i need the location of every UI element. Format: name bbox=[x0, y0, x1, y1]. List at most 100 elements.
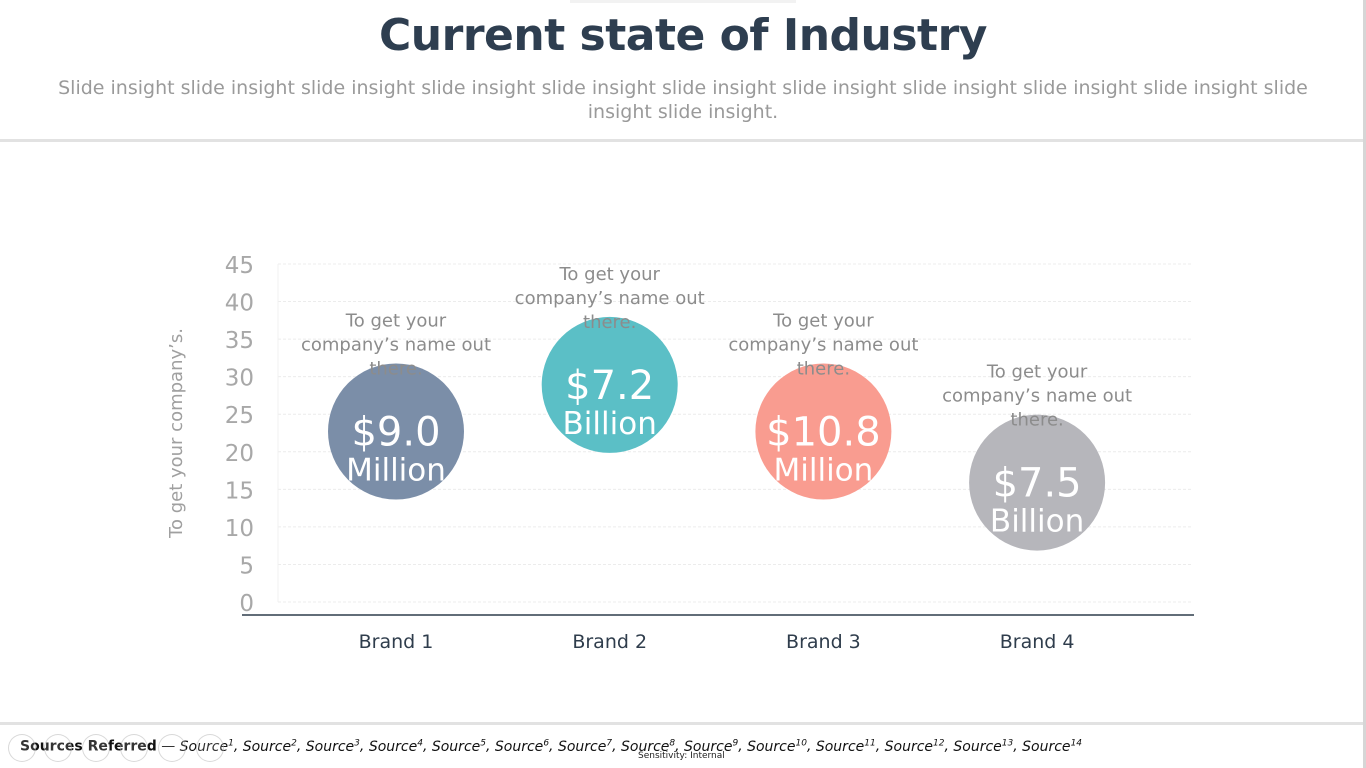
source-separator: , bbox=[233, 738, 243, 755]
annotation-line: there. bbox=[369, 358, 422, 379]
source-separator: , bbox=[675, 738, 685, 755]
bubble-value-label: $7.2 bbox=[565, 363, 654, 409]
annotation-line: To get your bbox=[772, 310, 874, 331]
source-item: Source12 bbox=[884, 738, 945, 755]
source-number: 5 bbox=[480, 738, 486, 748]
pen-icon[interactable] bbox=[82, 734, 110, 762]
source-number: 7 bbox=[606, 738, 613, 748]
source-name: Source bbox=[747, 738, 796, 755]
y-axis-label: To get your company’s. bbox=[166, 328, 187, 539]
source-number: 10 bbox=[795, 738, 807, 748]
header-divider bbox=[0, 139, 1366, 142]
page-title: Current state of Industry bbox=[379, 10, 987, 61]
sources-list: Source1, Source2, Source3, Source4, Sour… bbox=[180, 738, 1083, 755]
bubble-value-label: $7.5 bbox=[993, 461, 1082, 507]
y-tick-label: 20 bbox=[225, 441, 254, 467]
forward-icon[interactable] bbox=[44, 734, 72, 762]
bubble-circle bbox=[541, 316, 678, 453]
slide-edge bbox=[1363, 0, 1366, 768]
source-name: Source bbox=[684, 738, 733, 755]
more-icon[interactable] bbox=[196, 734, 224, 762]
y-tick-label: 0 bbox=[239, 591, 254, 617]
bubble-circle bbox=[755, 363, 892, 500]
source-name: Source bbox=[884, 738, 934, 755]
y-tick-label: 40 bbox=[225, 291, 254, 317]
source-number: 14 bbox=[1070, 738, 1083, 748]
source-item: Source5 bbox=[431, 738, 486, 755]
annotation-line: there. bbox=[797, 358, 850, 379]
x-category-label: Brand 3 bbox=[786, 631, 861, 653]
source-name: Source bbox=[242, 738, 292, 755]
source-item: Source2 bbox=[242, 738, 297, 755]
x-axis-categories: Brand 1 Brand 2 Brand 3 Brand 4 bbox=[359, 631, 1075, 653]
bubble-unit-label: Billion bbox=[563, 406, 657, 442]
source-separator: , bbox=[806, 738, 816, 755]
source-number: 9 bbox=[732, 738, 739, 748]
bubble-value-label: $9.0 bbox=[351, 409, 440, 455]
source-item: Source9 bbox=[684, 738, 739, 755]
y-tick-label: 30 bbox=[225, 366, 254, 392]
x-category-label: Brand 4 bbox=[1000, 631, 1075, 653]
source-item: Source7 bbox=[557, 738, 613, 755]
zoom-icon[interactable] bbox=[158, 734, 186, 762]
source-number: 4 bbox=[417, 738, 423, 748]
source-name: Source bbox=[431, 738, 481, 755]
source-number: 3 bbox=[354, 738, 360, 748]
source-item: Source4 bbox=[368, 738, 423, 755]
y-tick-label: 35 bbox=[225, 328, 254, 354]
source-separator: , bbox=[738, 738, 748, 755]
y-tick-label: 10 bbox=[225, 516, 254, 542]
bubble-unit-label: Billion bbox=[990, 504, 1084, 540]
footer-divider bbox=[0, 722, 1366, 725]
annotation-line: To get your bbox=[558, 264, 660, 285]
source-number: 11 bbox=[864, 738, 876, 748]
source-number: 8 bbox=[669, 738, 676, 748]
source-item: Source3 bbox=[305, 738, 360, 755]
source-item: Source13 bbox=[953, 738, 1013, 755]
source-separator: , bbox=[1013, 738, 1023, 755]
bubble-annotation: To get your company’s name out there. bbox=[301, 310, 491, 379]
source-separator: , bbox=[944, 738, 954, 755]
annotation-line: company’s name out bbox=[515, 288, 705, 309]
back-icon[interactable] bbox=[8, 734, 36, 762]
y-tick-label: 25 bbox=[225, 403, 254, 429]
annotation-line: there. bbox=[1010, 410, 1063, 431]
bubble-circle bbox=[969, 414, 1106, 551]
page-subtitle: Slide insight slide insight slide insigh… bbox=[58, 77, 1308, 123]
source-number: 1 bbox=[228, 738, 234, 748]
bubble-circle bbox=[328, 363, 464, 500]
source-separator: , bbox=[486, 738, 495, 755]
annotation-line: To get your bbox=[986, 362, 1088, 383]
source-number: 2 bbox=[291, 738, 297, 748]
source-separator: , bbox=[296, 738, 306, 755]
source-separator: , bbox=[422, 738, 432, 755]
source-name: Source bbox=[368, 738, 418, 755]
source-name: Source bbox=[305, 738, 355, 755]
sensitivity-label: Sensitivity: Internal bbox=[638, 751, 725, 761]
y-tick-label: 15 bbox=[225, 478, 254, 504]
y-axis-ticks: 0 5 10 15 20 25 30 35 40 45 bbox=[225, 253, 254, 617]
annotation-line: company’s name out bbox=[942, 386, 1132, 407]
source-name: Source bbox=[621, 738, 670, 755]
bubble-annotation: To get your company’s name out there. bbox=[728, 310, 918, 379]
source-number: 12 bbox=[933, 738, 945, 748]
slide-toolbar bbox=[8, 734, 228, 764]
source-separator: , bbox=[549, 738, 558, 755]
x-category-label: Brand 1 bbox=[359, 631, 434, 653]
x-category-label: Brand 2 bbox=[572, 631, 647, 653]
source-separator: , bbox=[612, 738, 621, 755]
source-number: 6 bbox=[543, 738, 550, 748]
y-tick-label: 45 bbox=[225, 253, 254, 279]
source-item: Source8 bbox=[621, 738, 676, 755]
source-name: Source bbox=[1022, 738, 1071, 755]
source-separator: , bbox=[359, 738, 369, 755]
slides-icon[interactable] bbox=[120, 734, 148, 762]
source-name: Source bbox=[557, 738, 607, 755]
annotation-line: company’s name out bbox=[728, 334, 918, 355]
bubble-annotation: To get your company’s name out there. bbox=[515, 264, 705, 333]
y-tick-label: 5 bbox=[239, 553, 254, 579]
